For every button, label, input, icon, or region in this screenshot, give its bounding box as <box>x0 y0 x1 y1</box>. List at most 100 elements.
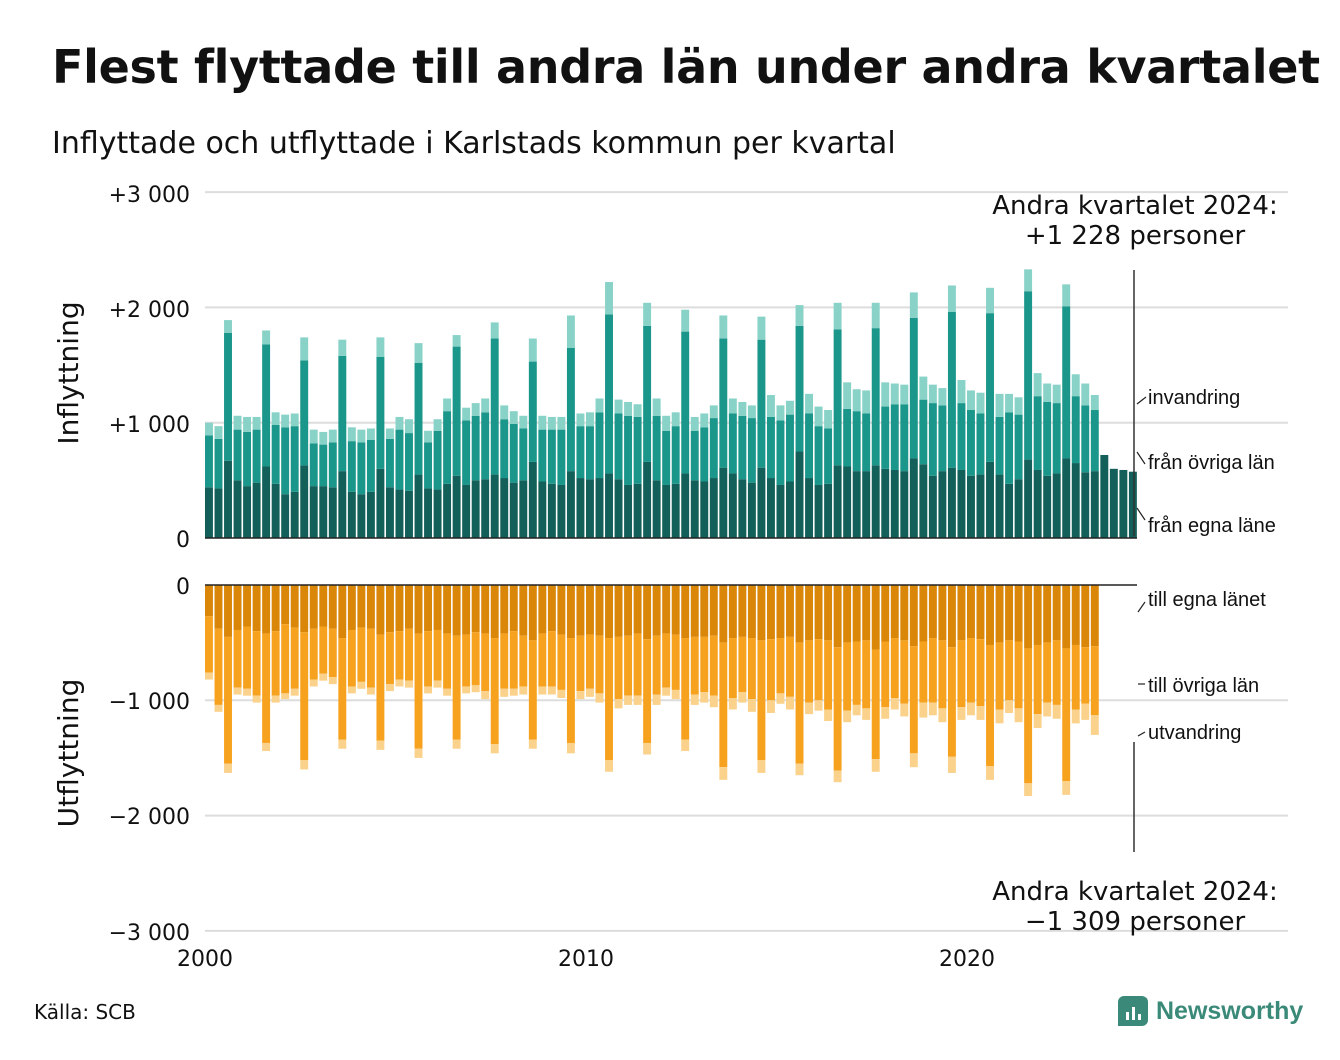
in-other-bar <box>662 430 671 485</box>
out-own-bar <box>309 585 318 629</box>
out-other-bar <box>700 636 709 693</box>
out-own-bar <box>414 585 423 634</box>
in-immig-bar <box>1071 374 1080 397</box>
out-other-bar <box>938 640 947 709</box>
out-own-bar <box>509 585 518 632</box>
in-own-bar <box>1081 472 1090 538</box>
out-own-bar <box>214 585 223 629</box>
label-leader-3 <box>1137 601 1146 613</box>
out-emig-bar <box>862 708 871 720</box>
out-own-bar <box>890 585 899 639</box>
out-other-bar <box>509 631 518 689</box>
in-own-bar <box>576 478 585 538</box>
in-other-bar <box>633 416 642 484</box>
out-own-bar <box>500 585 509 634</box>
in-immig-bar <box>500 405 509 420</box>
out-own-bar <box>385 585 394 633</box>
in-own-bar <box>671 483 680 538</box>
in-immig-bar <box>262 330 271 345</box>
bars <box>205 269 1137 796</box>
in-other-bar <box>433 430 442 490</box>
in-own-bar <box>967 475 975 538</box>
out-own-bar <box>481 585 490 634</box>
out-emig-bar <box>957 707 966 720</box>
in-other-bar <box>928 403 937 476</box>
out-other-bar <box>243 626 252 689</box>
in-immig-bar <box>214 426 223 439</box>
in-other-bar <box>300 360 309 466</box>
bar-chart-icon <box>1118 996 1148 1026</box>
in-other-bar <box>481 412 490 480</box>
out-emig-bar <box>424 686 433 694</box>
in-other-bar <box>938 405 947 472</box>
out-emig-bar <box>967 702 975 716</box>
out-own-bar <box>709 585 718 636</box>
in-immig-bar <box>890 383 899 405</box>
in-immig-bar <box>662 415 671 431</box>
out-emig-bar <box>671 689 680 700</box>
source-note: Källa: SCB <box>34 1000 136 1024</box>
out-other-bar <box>500 633 509 689</box>
out-own-bar <box>538 585 547 634</box>
out-own-bar <box>586 585 594 635</box>
out-emig-bar <box>309 679 318 687</box>
in-own-bar <box>690 480 699 538</box>
in-immig-bar <box>709 405 718 419</box>
in-own-bar <box>509 482 518 538</box>
out-emig-bar <box>205 672 213 680</box>
in-other-bar <box>576 426 585 479</box>
in-own-bar <box>909 458 918 538</box>
in-other-bar <box>405 433 413 491</box>
in-immig-bar <box>328 429 337 443</box>
in-immig-bar <box>405 419 413 434</box>
out-own-bar <box>1005 585 1014 641</box>
in-own-bar <box>976 474 985 538</box>
out-own-bar <box>1052 585 1061 641</box>
in-own-bar <box>1119 469 1128 538</box>
in-immig-bar <box>719 315 728 339</box>
in-immig-bar <box>947 285 956 313</box>
in-other-bar <box>690 430 699 481</box>
out-other-bar <box>738 636 747 693</box>
out-own-bar <box>519 585 528 636</box>
in-other-bar <box>614 413 623 480</box>
out-other-bar <box>728 638 737 698</box>
out-other-bar <box>1052 640 1061 705</box>
in-other-bar <box>1033 396 1042 470</box>
out-own-bar <box>624 585 633 636</box>
out-emig-bar <box>709 695 718 708</box>
out-other-bar <box>395 631 404 680</box>
in-own-bar <box>252 482 261 538</box>
in-other-bar <box>424 442 433 489</box>
in-own-bar <box>605 473 613 538</box>
out-other-bar <box>224 636 232 764</box>
in-own-bar <box>424 488 433 538</box>
out-other-bar <box>947 647 956 757</box>
out-other-bar <box>957 640 966 708</box>
in-immig-bar <box>824 410 833 429</box>
in-immig-bar <box>243 416 252 432</box>
in-other-bar <box>586 426 594 480</box>
in-immig-bar <box>871 302 880 329</box>
in-other-bar <box>243 431 252 487</box>
in-immig-bar <box>566 315 575 348</box>
out-other-bar <box>1014 641 1023 709</box>
out-own-bar <box>528 585 537 641</box>
out-other-bar <box>662 633 671 688</box>
out-own-bar <box>366 585 375 629</box>
label-utvandring: utvandring <box>1148 722 1241 744</box>
in-immig-bar <box>881 382 890 407</box>
in-other-bar <box>395 429 404 490</box>
annotation-top-line2: +1 228 personer <box>1025 221 1246 251</box>
out-other-bar <box>481 633 490 692</box>
out-own-bar <box>852 585 861 642</box>
in-immig-bar <box>300 337 309 361</box>
out-emig-bar <box>271 695 280 703</box>
out-emig-bar <box>586 688 594 697</box>
in-other-bar <box>205 435 213 488</box>
out-emig-bar <box>1081 703 1090 720</box>
in-other-bar <box>319 444 328 487</box>
in-other-bar <box>852 411 861 472</box>
out-emig-bar <box>357 681 366 689</box>
in-other-bar <box>986 313 994 462</box>
